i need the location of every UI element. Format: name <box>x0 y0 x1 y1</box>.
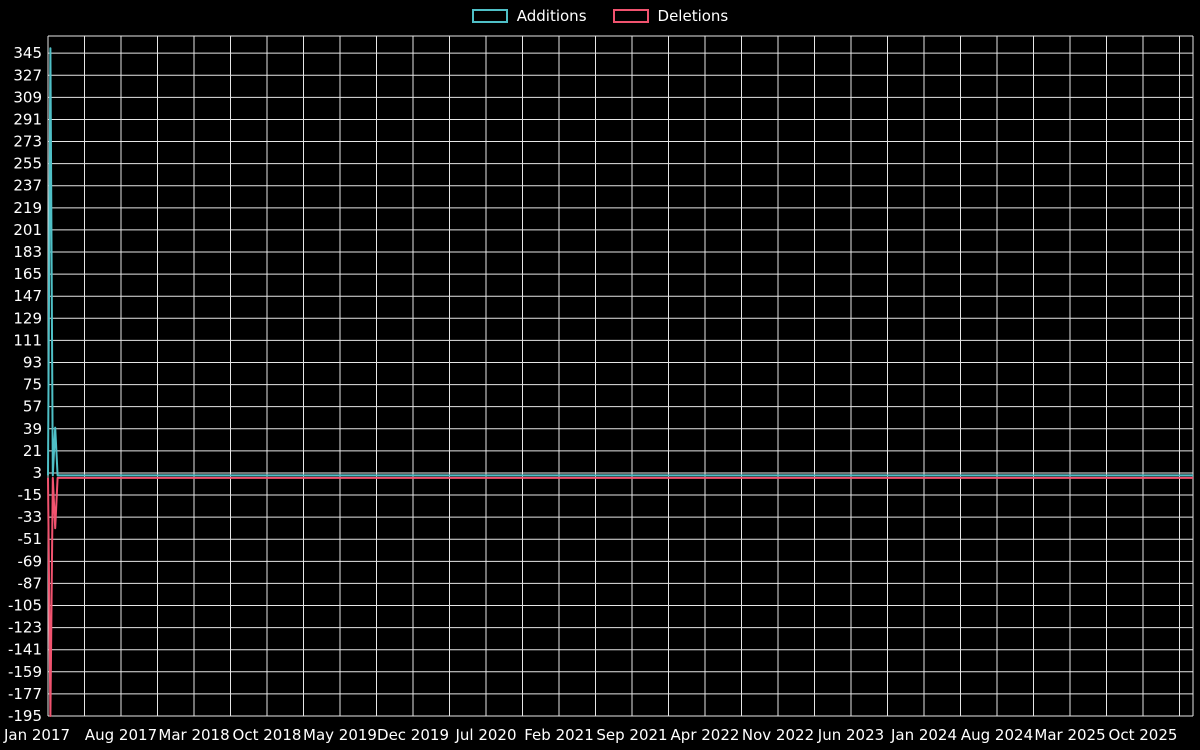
x-tick-label: Jul 2020 <box>454 726 516 744</box>
y-tick-label: -33 <box>18 508 43 526</box>
y-tick-label: -195 <box>8 707 42 725</box>
legend-item-additions[interactable]: Additions <box>471 7 587 25</box>
y-tick-label: 309 <box>13 88 42 106</box>
series-line-additions <box>47 47 1193 477</box>
x-tick-label: Feb 2021 <box>524 726 594 744</box>
y-tick-label: -15 <box>18 486 43 504</box>
legend-label-deletions: Deletions <box>657 7 729 25</box>
y-tick-label: 21 <box>23 442 42 460</box>
y-tick-label: 129 <box>13 309 42 327</box>
y-tick-label: -87 <box>18 574 43 592</box>
y-tick-label: 93 <box>23 353 42 371</box>
additions-swatch <box>471 9 508 23</box>
y-tick-label: 75 <box>23 376 42 394</box>
y-tick-label: -51 <box>18 530 43 548</box>
y-tick-label: -105 <box>8 597 42 615</box>
y-tick-label: 255 <box>13 155 42 173</box>
y-tick-label: -69 <box>18 552 43 570</box>
legend-item-deletions[interactable]: Deletions <box>612 7 729 25</box>
x-tick-label: Oct 2025 <box>1109 726 1178 744</box>
y-tick-label: 291 <box>13 110 42 128</box>
legend-label-additions: Additions <box>516 7 587 25</box>
x-tick-label: Jan 2017 <box>3 726 70 744</box>
x-tick-label: Jan 2024 <box>890 726 957 744</box>
x-tick-label: Aug 2017 <box>85 726 157 744</box>
y-tick-label: 273 <box>13 133 42 151</box>
x-tick-label: Aug 2024 <box>961 726 1033 744</box>
y-tick-label: 201 <box>13 221 42 239</box>
x-tick-label: Mar 2025 <box>1034 726 1105 744</box>
y-tick-label: -159 <box>8 663 42 681</box>
y-tick-label: -123 <box>8 619 42 637</box>
deletions-swatch <box>612 9 649 23</box>
chart-legend: Additions Deletions <box>0 7 1200 25</box>
y-tick-label: -141 <box>8 641 42 659</box>
x-tick-label: Mar 2018 <box>158 726 229 744</box>
series-line-deletions <box>47 476 1193 717</box>
y-tick-label: 183 <box>13 243 42 261</box>
x-tick-label: Sep 2021 <box>596 726 667 744</box>
y-tick-label: 147 <box>13 287 42 305</box>
y-tick-label: 237 <box>13 177 42 195</box>
y-tick-label: 327 <box>13 66 42 84</box>
y-tick-label: 39 <box>23 420 42 438</box>
x-tick-label: May 2019 <box>303 726 377 744</box>
y-tick-label: 3 <box>32 464 42 482</box>
y-tick-label: 165 <box>13 265 42 283</box>
x-tick-label: Nov 2022 <box>742 726 814 744</box>
y-tick-label: 345 <box>13 44 42 62</box>
x-tick-label: Jun 2023 <box>817 726 884 744</box>
y-tick-label: -177 <box>8 685 42 703</box>
x-tick-label: Oct 2018 <box>233 726 302 744</box>
y-tick-label: 57 <box>23 398 42 416</box>
x-tick-label: Apr 2022 <box>671 726 740 744</box>
y-tick-label: 111 <box>13 331 42 349</box>
y-tick-label: 219 <box>13 199 42 217</box>
x-tick-label: Dec 2019 <box>377 726 449 744</box>
